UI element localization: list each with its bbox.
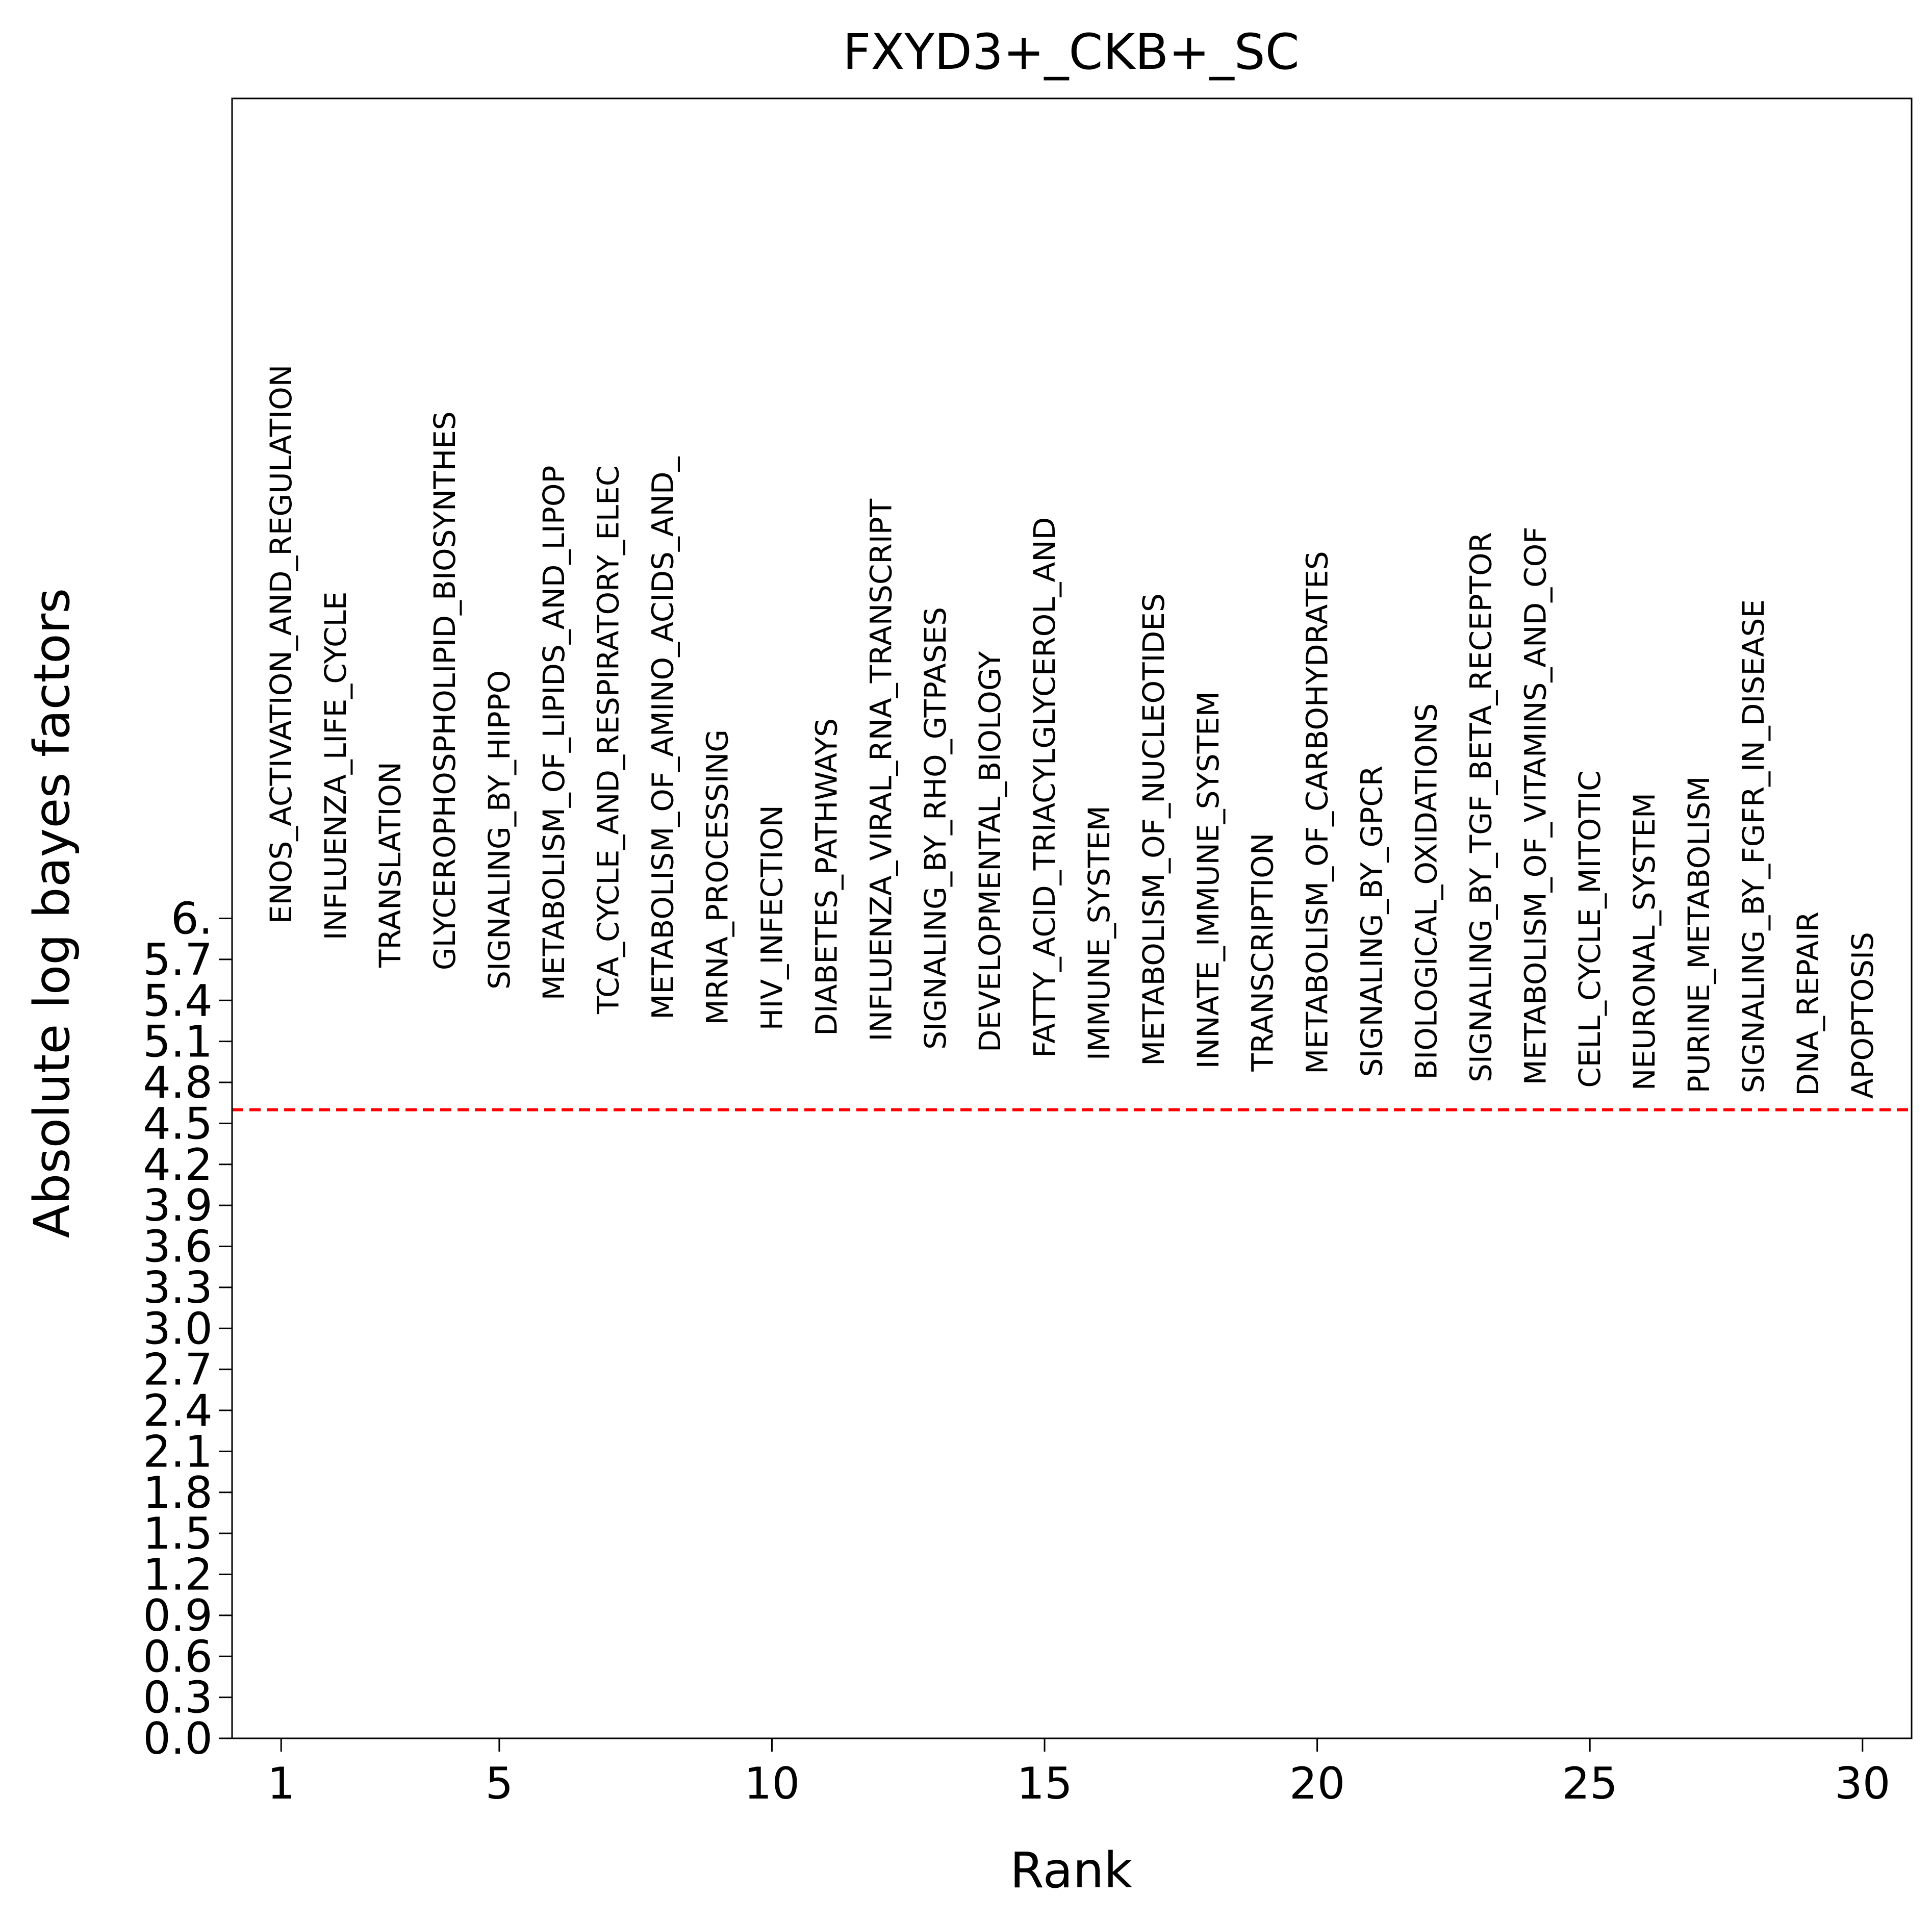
y-axis-label: Absolute log bayes factors: [23, 588, 81, 1238]
y-tick-label: 5.1: [143, 1017, 213, 1068]
y-tick-label: 2.1: [143, 1426, 213, 1477]
plot-frame: [231, 97, 1913, 1739]
point-label: GLYCEROPHOSPHOLIPID_BIOSYNTHES: [427, 411, 462, 970]
point-label: NEURONAL_SYSTEM: [1627, 793, 1662, 1091]
y-tick-label: 0.6: [143, 1631, 213, 1682]
point-label: APOPTOSIS: [1845, 932, 1880, 1099]
point-label: INFLUENZA_LIFE_CYCLE: [318, 592, 353, 941]
y-tick-label: 0.9: [143, 1590, 213, 1641]
y-tick-label: 2.7: [143, 1345, 213, 1396]
point-label: SIGNALING_BY_GPCR: [1355, 766, 1389, 1077]
x-tick-label: 25: [1562, 1758, 1617, 1809]
point-label: SIGNALING_BY_FGFR_IN_DISEASE: [1736, 599, 1771, 1094]
y-tick-label: 6.: [171, 894, 213, 945]
point-label: DIABETES_PATHWAYS: [809, 718, 844, 1036]
y-tick-label: 4.2: [143, 1140, 213, 1191]
y-tick-label: 1.8: [143, 1467, 213, 1519]
y-tick-label: 3.3: [143, 1262, 213, 1313]
y-tick-label: 3.9: [143, 1180, 213, 1231]
y-tick-label: 3.0: [143, 1303, 213, 1354]
x-axis-label: Rank: [1010, 1842, 1132, 1899]
y-tick-label: 1.5: [143, 1508, 213, 1559]
y-tick-label: 4.5: [143, 1098, 213, 1149]
point-label: FATTY_ACID_TRIACYLGLYCEROL_AND: [1027, 517, 1062, 1058]
point-label: DEVELOPMENTAL_BIOLOGY: [973, 651, 1007, 1052]
point-label: SIGNALING_BY_RHO_GTPASES: [918, 607, 953, 1050]
point-label: TCA_CYCLE_AND_RESPIRATORY_ELEC: [591, 466, 626, 1015]
point-label: IMMUNE_SYSTEM: [1082, 805, 1116, 1060]
x-tick-label: 1: [267, 1758, 295, 1809]
point-label: METABOLISM_OF_CARBOHYDRATES: [1300, 551, 1335, 1074]
chart-title: FXYD3+_CKB+_SC: [843, 23, 1299, 81]
point-label: TRANSCRIPTION: [1245, 833, 1280, 1072]
point-label: METABOLISM_OF_NUCLEOTIDES: [1136, 593, 1171, 1066]
point-label: SIGNALING_BY_TGF_BETA_RECEPTOR: [1463, 532, 1498, 1082]
point-label: TRANSLATION: [373, 762, 408, 968]
x-tick-label: 30: [1835, 1758, 1890, 1809]
x-tick-label: 20: [1289, 1758, 1345, 1809]
point-label: METABOLISM_OF_LIPIDS_AND_LIPOP: [537, 466, 571, 1001]
y-tick-label: 2.4: [143, 1385, 213, 1436]
point-label: PURINE_METABOLISM: [1682, 776, 1716, 1094]
point-label: MRNA_PROCESSING: [700, 729, 735, 1025]
point-label: BIOLOGICAL_OXIDATIONS: [1409, 703, 1443, 1080]
point-label: CELL_CYCLE_MITOTIC: [1572, 770, 1607, 1087]
y-tick-label: 3.6: [143, 1222, 213, 1273]
point-label: DNA_REPAIR: [1791, 912, 1825, 1096]
y-tick-label: 4.8: [143, 1057, 213, 1108]
x-tick-label: 5: [486, 1758, 514, 1809]
x-tick-label: 15: [1016, 1758, 1072, 1809]
x-tick-label: 10: [744, 1758, 800, 1809]
y-tick-label: 5.4: [143, 975, 213, 1026]
y-tick-label: 0.0: [143, 1713, 213, 1764]
point-label: SIGNALING_BY_HIPPO: [482, 670, 517, 990]
point-label: INFLUENZA_VIRAL_RNA_TRANSCRIPT: [863, 498, 898, 1041]
y-axis: 0.00.30.60.91.21.51.82.12.42.73.03.33.63…: [143, 894, 232, 1764]
y-tick-label: 1.2: [143, 1550, 213, 1601]
point-label: METABOLISM_OF_VITAMINS_AND_COF: [1518, 526, 1553, 1085]
point-labels: ENOS_ACTIVATION_AND_REGULATION INFLUENZA_…: [264, 365, 1880, 1099]
y-tick-label: 5.7: [143, 934, 213, 985]
point-label: HIV_INFECTION: [754, 805, 789, 1030]
point-label: ENOS_ACTIVATION_AND_REGULATION: [264, 365, 298, 924]
point-label: INNATE_IMMUNE_SYSTEM: [1191, 691, 1226, 1069]
y-tick-label: 0.3: [143, 1673, 213, 1724]
point-label: METABOLISM_OF_AMINO_ACIDS_AND_: [646, 456, 680, 1019]
x-axis: 1 5 10 15 20 25 30: [267, 1738, 1890, 1809]
